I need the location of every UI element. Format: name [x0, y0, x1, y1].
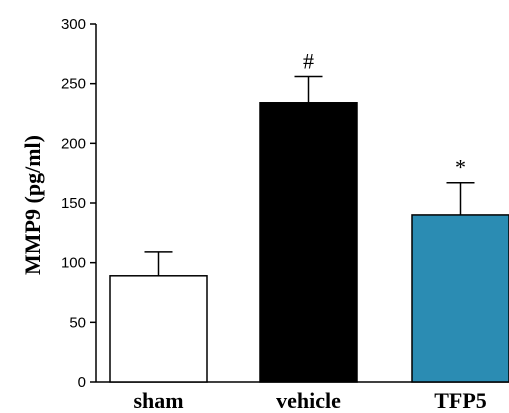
category-label-vehicle: vehicle	[276, 388, 341, 413]
y-tick-label: 250	[61, 76, 86, 93]
y-axis-title: MMP9 (pg/ml)	[20, 135, 45, 275]
bar-TFP5	[411, 214, 509, 383]
category-label-sham: sham	[133, 388, 183, 413]
bar-vehicle	[259, 102, 358, 383]
y-tick-label: 100	[61, 255, 86, 272]
category-label-TFP5: TFP5	[434, 388, 487, 413]
y-tick-label: 50	[69, 314, 86, 331]
y-tick-label: 200	[61, 135, 86, 152]
y-tick-label: 150	[61, 195, 86, 212]
y-tick-label: 300	[61, 16, 86, 33]
bar-sham	[109, 275, 208, 383]
bars: #*	[109, 49, 509, 383]
category-labels: sham vehicle TFP5	[133, 388, 486, 413]
significance-marker-vehicle: #	[303, 49, 314, 74]
y-tick-label: 0	[78, 374, 86, 391]
significance-marker-TFP5: *	[455, 155, 466, 180]
